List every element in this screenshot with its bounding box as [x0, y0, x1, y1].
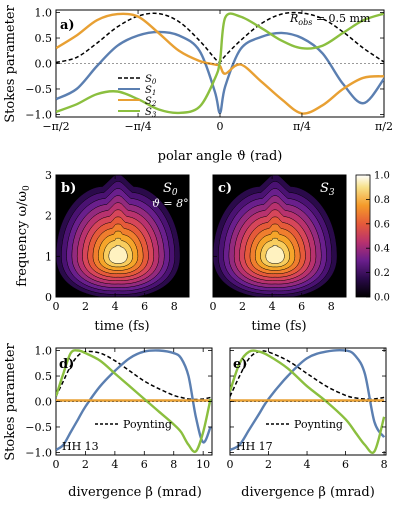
x-tick-label: 6: [298, 300, 305, 313]
panel-a-plot: [56, 11, 384, 115]
y-tick-label: −0.5: [25, 83, 52, 96]
colorbar-tick-label: 0.4: [374, 244, 390, 255]
panel-e-hh: HH 17: [236, 440, 273, 453]
x-tick-label: π/4: [293, 120, 311, 133]
x-tick-label: −π/4: [124, 120, 151, 133]
panel-c-ticks: 0 2 4 6 8: [210, 174, 346, 313]
x-tick-label: 0: [227, 458, 234, 471]
series-s3-line: [230, 349, 386, 454]
legend-s2: S2: [145, 96, 157, 108]
panel-a-robs: Robs = 0.5 mm: [289, 12, 371, 27]
legend-s0: S0: [145, 74, 157, 86]
contour-level: [108, 244, 128, 264]
panel-e-label: e): [233, 357, 247, 372]
x-tick-label: 6: [141, 458, 148, 471]
colorbar-ticks: 1.0 0.8 0.6 0.4 0.2 0.0: [366, 171, 390, 304]
x-tick-label: 8: [170, 458, 177, 471]
y-tick-label: −0.5: [25, 421, 52, 434]
panel-b-label: b): [61, 181, 76, 196]
panel-e-xlabel: divergence β (mrad): [241, 485, 375, 500]
panel-e-legend: Poynting: [294, 418, 343, 431]
colorbar-tick-label: 0.6: [374, 219, 390, 230]
x-tick-label: π/2: [375, 120, 393, 133]
colorbar-tick-label: 0.8: [374, 195, 390, 206]
panel-a-xlabel: polar angle ϑ (rad): [158, 149, 283, 164]
series-s3-line: [56, 12, 384, 115]
x-tick-label: 0: [217, 120, 224, 133]
x-tick-label: 10: [196, 458, 210, 471]
y-tick-label: 1: [45, 250, 52, 263]
x-tick-label: −π/2: [42, 120, 69, 133]
panel-d-xlabel: divergence β (mrad): [68, 485, 202, 500]
y-tick-label: 0.5: [35, 370, 53, 383]
x-tick-label: 2: [82, 458, 89, 471]
series-poynting-line: [56, 350, 211, 401]
y-tick-label: −1.0: [25, 108, 52, 121]
panel-e-plot: [230, 349, 386, 454]
x-tick-label: 4: [111, 458, 118, 471]
series-s1-line: [56, 30, 384, 115]
panel-b-angle: ϑ = 8°: [152, 197, 189, 210]
legend-s1: S1: [145, 85, 156, 97]
panel-a-ticks: −π/2 −π/4 0 π/4 π/2 1.0 0.5 0.0 −0.5 −1.0: [25, 7, 393, 133]
panel-b-heatmap: [56, 175, 181, 297]
panel-c-heatmap: [213, 175, 338, 297]
panel-c-stokes: S3: [320, 181, 335, 198]
panel-b-ticks: 0 2 4 6 8 0 1 2 3: [45, 169, 189, 313]
y-tick-label: 1.0: [35, 7, 53, 20]
series-s3-line: [56, 349, 212, 454]
contour-level: [265, 244, 285, 264]
x-tick-label: 4: [304, 458, 311, 471]
panel-b-stokes: S0: [163, 181, 178, 198]
x-tick-label: 2: [265, 458, 272, 471]
x-tick-label: 4: [112, 300, 119, 313]
legend-s3: S3: [145, 107, 157, 119]
panel-a-ylabel: Stokes parameter: [3, 4, 18, 122]
x-tick-label: 8: [171, 300, 178, 313]
panel-d-legend: Poynting: [123, 418, 172, 431]
x-tick-label: 8: [381, 458, 388, 471]
panel-c-label: c): [218, 181, 232, 196]
y-tick-label: −1.0: [25, 446, 52, 459]
x-tick-label: 6: [342, 458, 349, 471]
panel-b-ylabel: frequency ω/ω0: [15, 185, 32, 287]
x-tick-label: 0: [210, 300, 217, 313]
y-tick-label: 3: [45, 169, 52, 182]
colorbar: [355, 174, 371, 298]
y-tick-label: 0.0: [35, 58, 53, 71]
y-tick-label: 0: [45, 291, 52, 304]
x-tick-label: 0: [53, 458, 60, 471]
panel-d-label: d): [59, 357, 74, 372]
panel-b-xlabel: time (fs): [94, 319, 149, 334]
series-s1-line: [230, 349, 386, 452]
x-tick-label: 2: [239, 300, 246, 313]
x-tick-label: 0: [53, 300, 60, 313]
x-tick-label: 4: [269, 300, 276, 313]
x-tick-label: 6: [141, 300, 148, 313]
panel-a-label: a): [60, 18, 75, 33]
y-tick-label: 0.5: [35, 32, 53, 45]
x-tick-label: 2: [82, 300, 89, 313]
colorbar-tick-label: 0.0: [374, 293, 390, 304]
y-tick-label: 1.0: [35, 345, 53, 358]
panel-d-ylabel: Stokes parameter: [3, 342, 18, 460]
series-poynting-line: [230, 350, 385, 400]
colorbar-tick-label: 1.0: [374, 171, 390, 182]
series-s1-line: [56, 349, 212, 451]
x-tick-label: 8: [328, 300, 335, 313]
panel-d-hh: HH 13: [62, 440, 99, 453]
y-tick-label: 2: [45, 210, 52, 223]
panel-c-xlabel: time (fs): [251, 319, 306, 334]
panel-a-legend: S0 S1 S2 S3: [118, 74, 157, 119]
y-tick-label: 0.0: [35, 396, 53, 409]
panel-d-plot: [56, 349, 212, 454]
colorbar-tick-label: 0.2: [374, 268, 390, 279]
panel-e-ticks: 0 2 4 6 8: [227, 348, 388, 471]
panel-b-axes: [55, 174, 190, 298]
panel-c-axes: [212, 174, 347, 298]
panel-d-ticks: 0 2 4 6 8 10 1.0 0.5 0.0 −0.5 −1.0: [25, 345, 212, 471]
